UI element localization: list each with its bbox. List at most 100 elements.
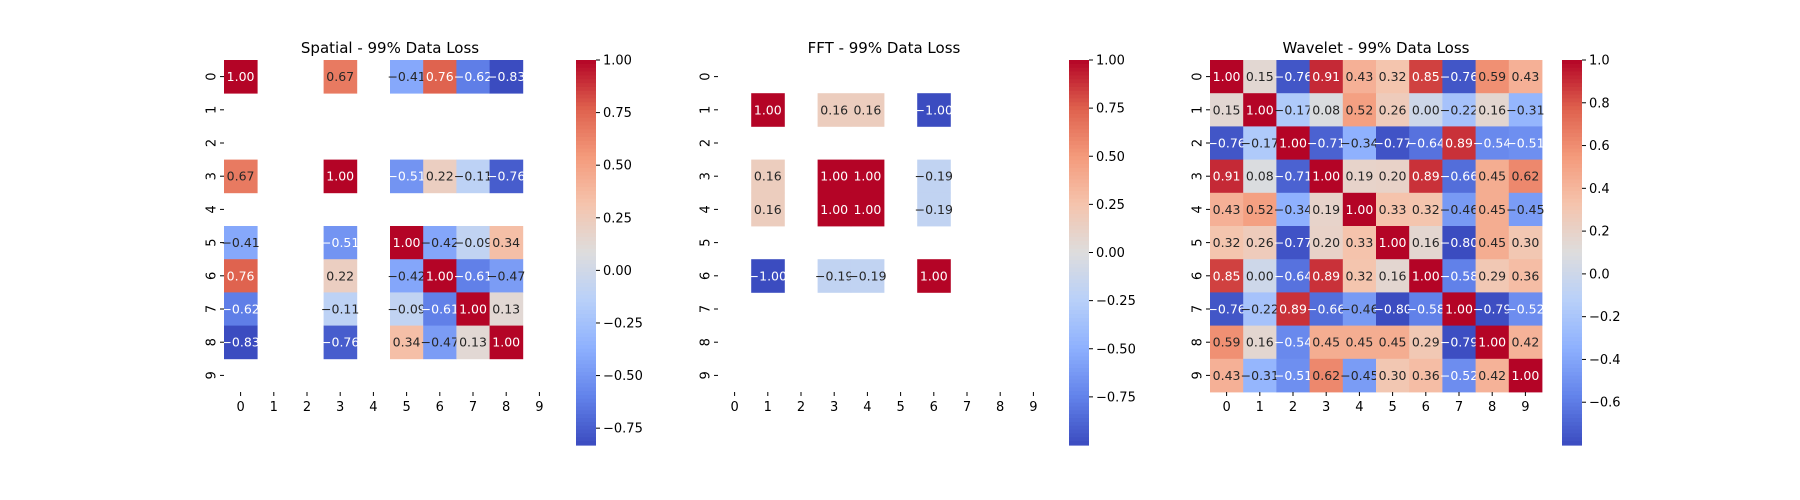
colorbar-segment bbox=[576, 144, 596, 150]
cell-value-label: 0.59 bbox=[1478, 69, 1506, 84]
colorbar-segment bbox=[1562, 298, 1582, 304]
colorbar: −0.6 −0.4 −0.2 0.0 0.2 0.4 0.6 0.8 1.0 bbox=[1562, 54, 1621, 446]
colorbar-segment bbox=[1069, 221, 1089, 227]
heatmap-cell bbox=[1376, 192, 1410, 227]
x-tick-label: 0 bbox=[1222, 400, 1230, 415]
cell-value-label: −0.17 bbox=[1241, 136, 1279, 151]
colorbar-segment bbox=[1069, 329, 1089, 334]
cell-value-label: −0.54 bbox=[1274, 335, 1312, 350]
colorbar-segment bbox=[1069, 90, 1089, 96]
colorbar-segment bbox=[576, 291, 596, 296]
colorbar-segment bbox=[1562, 252, 1582, 257]
colorbar-segment bbox=[1562, 175, 1582, 180]
colorbar-segment bbox=[576, 260, 596, 265]
heatmap-cells: 1.00 0.67 −0.41 0.76 −0.62−0.830.67 1.00 −0.51… bbox=[221, 60, 525, 360]
heatmap-cell bbox=[751, 93, 785, 127]
heatmap-cell bbox=[1276, 60, 1310, 94]
colorbar-segment bbox=[576, 356, 596, 361]
cell-value-label: −0.76 bbox=[1274, 69, 1312, 84]
colorbar-segment bbox=[576, 314, 596, 319]
cell-value-label: −0.47 bbox=[487, 268, 525, 283]
colorbar-segment bbox=[576, 402, 596, 408]
colorbar-segment bbox=[1562, 375, 1582, 381]
x-tick-label: 0 bbox=[730, 400, 738, 415]
x-tick-label: 4 bbox=[1355, 400, 1363, 415]
colorbar-segment bbox=[576, 160, 596, 165]
colorbar-segment bbox=[576, 171, 596, 177]
colorbar-segment bbox=[1562, 341, 1582, 346]
colorbar-segment bbox=[1562, 140, 1582, 146]
heatmap-cell bbox=[489, 325, 524, 360]
heatmap-cell bbox=[456, 292, 490, 326]
cell-value-label: 0.59 bbox=[1213, 335, 1241, 350]
heatmap-cell bbox=[1210, 192, 1244, 227]
colorbar-segment bbox=[576, 391, 596, 396]
colorbar-segment bbox=[1562, 360, 1582, 365]
colorbar-segment bbox=[576, 375, 596, 381]
colorbar-segment bbox=[1069, 341, 1089, 346]
colorbar-segment bbox=[576, 60, 596, 65]
heatmap-cell bbox=[850, 259, 885, 293]
heatmap-cell bbox=[224, 159, 258, 194]
cell-value-label: −0.34 bbox=[1340, 136, 1378, 151]
colorbar-segment bbox=[1069, 140, 1089, 146]
y-tick-label: 9 bbox=[205, 371, 220, 379]
colorbar-segment bbox=[1069, 310, 1089, 315]
colorbar-segment bbox=[576, 148, 596, 153]
cell-value-label: 0.13 bbox=[459, 335, 487, 350]
heatmap-cell bbox=[1342, 358, 1377, 393]
cell-value-label: −0.09 bbox=[454, 235, 492, 250]
cell-value-label: 0.16 bbox=[1379, 268, 1407, 283]
colorbar-segment bbox=[576, 71, 596, 76]
colorbar-segment bbox=[1562, 418, 1582, 423]
x-tick-label: 7 bbox=[963, 400, 971, 415]
heatmap-cell bbox=[323, 259, 358, 293]
colorbar-tick-label: 0.75 bbox=[603, 106, 632, 121]
colorbar-segment bbox=[1562, 337, 1582, 342]
colorbar-segment bbox=[1562, 237, 1582, 242]
cell-value-label: 0.43 bbox=[1213, 202, 1241, 217]
heatmap-cell bbox=[1442, 259, 1476, 293]
x-tick-label: 4 bbox=[863, 400, 871, 415]
colorbar-segment bbox=[1069, 298, 1089, 304]
colorbar-tick-label: 0.25 bbox=[1096, 198, 1125, 213]
colorbar-segment bbox=[1069, 394, 1089, 400]
colorbar-segment bbox=[1562, 148, 1582, 153]
cell-value-label: 1.00 bbox=[1478, 335, 1506, 350]
colorbar-segment bbox=[1562, 368, 1582, 373]
colorbar-tick-label: −0.50 bbox=[603, 369, 643, 384]
colorbar-segment bbox=[576, 410, 596, 415]
colorbar-segment bbox=[576, 387, 596, 392]
colorbar-segment bbox=[576, 267, 596, 273]
colorbar-segment bbox=[1069, 433, 1089, 438]
cell-value-label: −0.46 bbox=[1340, 302, 1378, 317]
colorbar-segment bbox=[576, 121, 596, 127]
colorbar-segment bbox=[1562, 102, 1582, 107]
colorbar-segment bbox=[1069, 125, 1089, 130]
colorbar-segment bbox=[576, 264, 596, 269]
heatmap-cell bbox=[1342, 259, 1377, 293]
cell-value-label: 0.43 bbox=[1511, 69, 1539, 84]
heatmap-cell bbox=[1342, 60, 1377, 94]
cell-value-label: −0.46 bbox=[1440, 202, 1478, 217]
colorbar-tick-label: −0.6 bbox=[1589, 396, 1621, 411]
cell-value-label: 0.22 bbox=[426, 169, 454, 184]
cell-value-label: 0.33 bbox=[1379, 202, 1407, 217]
cell-value-label: 0.00 bbox=[1246, 268, 1274, 283]
colorbar-segment bbox=[1069, 179, 1089, 184]
colorbar-segment bbox=[1069, 75, 1089, 80]
heatmap-cell bbox=[456, 159, 490, 194]
cell-value-label: 1.00 bbox=[1213, 69, 1241, 84]
colorbar-segment bbox=[1069, 264, 1089, 269]
colorbar-segment bbox=[1069, 352, 1089, 358]
cell-value-label: 0.32 bbox=[1412, 202, 1440, 217]
colorbar-tick-label: −0.25 bbox=[1096, 294, 1136, 309]
colorbar-segment bbox=[1562, 267, 1582, 273]
heatmap-cell bbox=[1442, 325, 1476, 360]
colorbar-segment bbox=[1069, 152, 1089, 157]
cell-value-label: 1.00 bbox=[393, 235, 421, 250]
cell-value-label: 1.00 bbox=[1412, 268, 1440, 283]
colorbar-segment bbox=[1562, 214, 1582, 219]
heatmap-cell bbox=[1309, 126, 1344, 160]
heatmap-cell bbox=[1342, 292, 1377, 326]
